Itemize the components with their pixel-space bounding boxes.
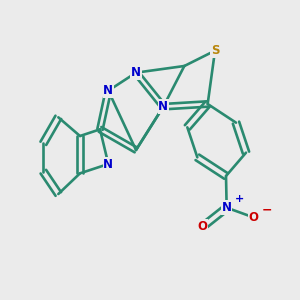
Text: S: S: [211, 44, 219, 57]
Text: +: +: [235, 194, 244, 204]
Text: N: N: [103, 158, 113, 170]
Text: N: N: [103, 84, 113, 97]
Text: N: N: [222, 201, 232, 214]
Text: N: N: [131, 66, 141, 79]
Text: −: −: [262, 204, 272, 217]
Text: O: O: [248, 211, 258, 224]
Text: O: O: [198, 220, 208, 233]
Text: N: N: [158, 100, 168, 113]
